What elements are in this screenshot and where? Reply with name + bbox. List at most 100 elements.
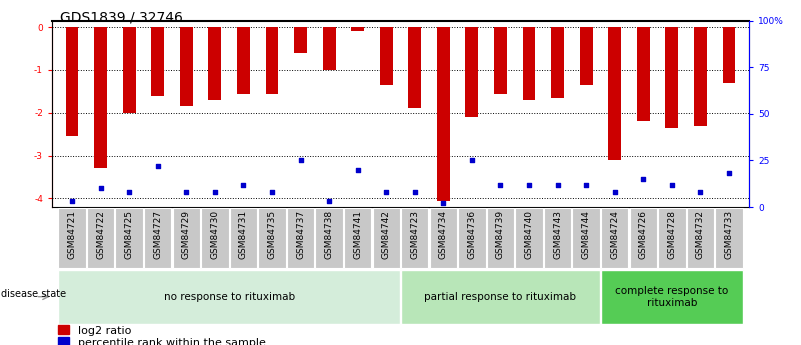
Point bbox=[637, 176, 650, 182]
Point bbox=[580, 182, 593, 187]
FancyBboxPatch shape bbox=[487, 208, 514, 268]
Bar bbox=[437, 27, 450, 200]
Text: GSM84739: GSM84739 bbox=[496, 210, 505, 259]
Point bbox=[723, 171, 735, 176]
FancyBboxPatch shape bbox=[630, 208, 657, 268]
Text: complete response to
rituximab: complete response to rituximab bbox=[615, 286, 728, 307]
Bar bbox=[551, 27, 564, 98]
Bar bbox=[66, 27, 78, 136]
Bar bbox=[351, 27, 364, 31]
FancyBboxPatch shape bbox=[115, 208, 143, 268]
Bar bbox=[494, 27, 507, 93]
Text: GSM84730: GSM84730 bbox=[211, 210, 219, 259]
Text: GSM84737: GSM84737 bbox=[296, 210, 305, 259]
Bar bbox=[723, 27, 735, 83]
Text: GSM84726: GSM84726 bbox=[638, 210, 648, 259]
FancyBboxPatch shape bbox=[601, 270, 743, 324]
Text: GSM84721: GSM84721 bbox=[67, 210, 77, 259]
FancyBboxPatch shape bbox=[287, 208, 314, 268]
Bar bbox=[465, 27, 478, 117]
Point bbox=[352, 167, 364, 172]
FancyBboxPatch shape bbox=[258, 208, 286, 268]
Text: GSM84743: GSM84743 bbox=[553, 210, 562, 259]
FancyBboxPatch shape bbox=[58, 270, 400, 324]
Bar bbox=[123, 27, 135, 113]
FancyBboxPatch shape bbox=[686, 208, 714, 268]
Text: GSM84731: GSM84731 bbox=[239, 210, 248, 259]
FancyBboxPatch shape bbox=[172, 208, 200, 268]
FancyBboxPatch shape bbox=[715, 208, 743, 268]
Point bbox=[409, 189, 421, 195]
Bar bbox=[666, 27, 678, 128]
FancyBboxPatch shape bbox=[601, 208, 629, 268]
Text: no response to rituximab: no response to rituximab bbox=[163, 292, 295, 302]
Bar bbox=[237, 27, 250, 93]
Text: GSM84735: GSM84735 bbox=[268, 210, 276, 259]
Point bbox=[608, 189, 621, 195]
Text: disease state: disease state bbox=[1, 289, 66, 299]
FancyBboxPatch shape bbox=[573, 208, 600, 268]
Bar bbox=[637, 27, 650, 121]
Point bbox=[151, 163, 164, 169]
Bar bbox=[208, 27, 221, 100]
Point bbox=[694, 189, 706, 195]
Text: GSM84736: GSM84736 bbox=[468, 210, 477, 259]
Text: partial response to rituximab: partial response to rituximab bbox=[425, 292, 577, 302]
Bar bbox=[151, 27, 164, 96]
Text: GSM84740: GSM84740 bbox=[525, 210, 533, 259]
FancyBboxPatch shape bbox=[372, 208, 400, 268]
Point bbox=[95, 186, 107, 191]
FancyBboxPatch shape bbox=[87, 208, 115, 268]
Bar bbox=[95, 27, 107, 168]
Text: GSM84733: GSM84733 bbox=[724, 210, 734, 259]
Point bbox=[437, 200, 449, 206]
Text: GSM84742: GSM84742 bbox=[382, 210, 391, 259]
Text: GSM84741: GSM84741 bbox=[353, 210, 362, 259]
Text: GSM84724: GSM84724 bbox=[610, 210, 619, 259]
FancyBboxPatch shape bbox=[58, 208, 86, 268]
Text: GSM84723: GSM84723 bbox=[410, 210, 419, 259]
Point bbox=[180, 189, 193, 195]
Point bbox=[494, 182, 507, 187]
Point bbox=[123, 189, 135, 195]
FancyBboxPatch shape bbox=[658, 208, 686, 268]
Bar bbox=[608, 27, 621, 160]
Point bbox=[66, 199, 78, 204]
Point bbox=[380, 189, 392, 195]
FancyBboxPatch shape bbox=[401, 270, 600, 324]
Text: GSM84729: GSM84729 bbox=[182, 210, 191, 259]
Bar bbox=[580, 27, 593, 85]
Text: GSM84727: GSM84727 bbox=[153, 210, 163, 259]
Bar bbox=[380, 27, 392, 85]
Point bbox=[266, 189, 279, 195]
Bar bbox=[180, 27, 193, 106]
Text: GSM84744: GSM84744 bbox=[582, 210, 590, 259]
Text: GSM84734: GSM84734 bbox=[439, 210, 448, 259]
Bar bbox=[522, 27, 535, 100]
Point bbox=[208, 189, 221, 195]
Point bbox=[551, 182, 564, 187]
FancyBboxPatch shape bbox=[201, 208, 228, 268]
FancyBboxPatch shape bbox=[458, 208, 485, 268]
Point bbox=[294, 158, 307, 163]
FancyBboxPatch shape bbox=[316, 208, 343, 268]
FancyBboxPatch shape bbox=[515, 208, 543, 268]
Text: GSM84738: GSM84738 bbox=[324, 210, 333, 259]
Point bbox=[666, 182, 678, 187]
Text: GSM84728: GSM84728 bbox=[667, 210, 676, 259]
Bar bbox=[694, 27, 706, 126]
Text: GSM84725: GSM84725 bbox=[125, 210, 134, 259]
FancyBboxPatch shape bbox=[429, 208, 457, 268]
Text: GSM84732: GSM84732 bbox=[696, 210, 705, 259]
Text: GDS1839 / 32746: GDS1839 / 32746 bbox=[60, 10, 183, 24]
Point bbox=[237, 182, 250, 187]
FancyBboxPatch shape bbox=[230, 208, 257, 268]
Bar bbox=[409, 27, 421, 108]
Point bbox=[522, 182, 535, 187]
FancyBboxPatch shape bbox=[144, 208, 171, 268]
Bar bbox=[266, 27, 279, 93]
Bar bbox=[323, 27, 336, 70]
FancyBboxPatch shape bbox=[401, 208, 429, 268]
Text: GSM84722: GSM84722 bbox=[96, 210, 105, 259]
FancyBboxPatch shape bbox=[544, 208, 571, 268]
